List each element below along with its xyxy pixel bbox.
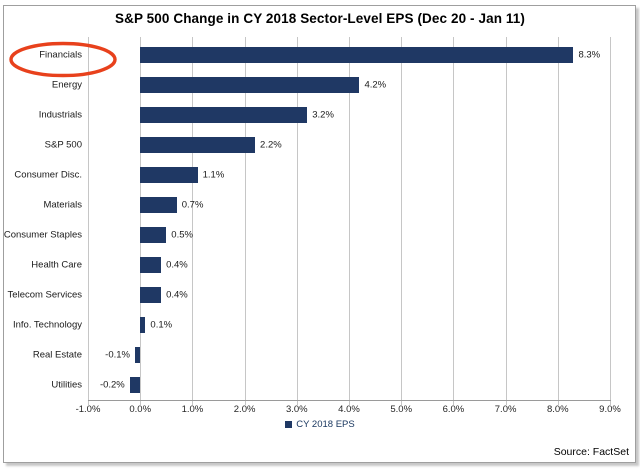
bar-real-estate <box>134 347 141 363</box>
chart-legend: CY 2018 EPS <box>0 419 640 430</box>
x-tick-label: 6.0% <box>442 404 465 415</box>
x-tick-label: 8.0% <box>546 404 569 415</box>
gridline <box>453 37 455 405</box>
gridline <box>296 37 298 405</box>
gridline <box>505 37 507 405</box>
bar-consumer-staples <box>140 227 167 243</box>
x-axis-ticks: -1.0% 0.0% 1.0% 2.0% 3.0% 4.0% 5.0% 6.0% 7.0% 8.0… <box>76 404 621 418</box>
category-label-real-estate: Real Estate <box>32 349 82 361</box>
x-tick-label: 4.0% <box>338 404 360 415</box>
chart-title: S&P 500 Change in CY 2018 Sector-Level E… <box>115 11 525 26</box>
x-tick-label: 2.0% <box>233 404 256 415</box>
x-tick-label: 0.0% <box>129 404 152 415</box>
category-label-materials: Materials <box>43 199 82 211</box>
value-label-utilities: -0.2% <box>99 379 125 391</box>
x-axis-line <box>88 400 611 401</box>
gridline <box>244 37 246 405</box>
x-tick-label: -1.0% <box>75 404 101 415</box>
x-tick-label: 5.0% <box>390 404 413 415</box>
bar-consumer-disc <box>140 167 198 183</box>
gridline <box>610 37 611 405</box>
bar-financials <box>140 46 574 63</box>
bar-utilities <box>129 377 141 393</box>
value-label-s-p-500: 2.2% <box>260 139 282 151</box>
category-label-consumer-disc: Consumer Disc. <box>14 169 82 181</box>
bar-s-p-500 <box>140 137 256 153</box>
x-tick-label: 1.0% <box>181 404 204 415</box>
category-label-info-technology: Info. Technology <box>12 319 82 331</box>
gridline <box>349 37 350 405</box>
bar-industrials <box>140 107 308 123</box>
x-tick-label: 3.0% <box>285 404 308 415</box>
value-label-consumer-staples: 0.5% <box>171 229 193 241</box>
category-label-financials: Financials <box>39 49 82 61</box>
gridline <box>401 37 403 405</box>
value-label-financials: 8.3% <box>578 49 601 61</box>
gridline <box>140 37 142 405</box>
bar-telecom-services <box>140 287 162 303</box>
legend-label: CY 2018 EPS <box>296 419 355 430</box>
category-label-health-care: Health Care <box>31 259 82 271</box>
bar-health-care <box>140 257 162 273</box>
category-label-utilities: Utilities <box>51 379 82 391</box>
category-label-industrials: Industrials <box>38 109 82 121</box>
value-label-real-estate: -0.1% <box>105 349 130 361</box>
plot-area: 8.3% 4.2% 3.2% 2.2% 1.1% 0.7% 0.5% 0.4% 0.4% 0.1%… <box>88 37 611 405</box>
category-label-telecom-services: Telecom Services <box>7 289 82 301</box>
value-label-materials: 0.7% <box>181 199 204 211</box>
category-axis: Financials Energy Industrials S&P 500 Consum… <box>3 40 82 400</box>
value-label-telecom-services: 0.4% <box>166 289 188 301</box>
value-label-consumer-disc: 1.1% <box>202 169 225 181</box>
value-label-health-care: 0.4% <box>166 259 188 271</box>
category-label-energy: Energy <box>51 79 82 91</box>
gridline <box>557 37 559 405</box>
category-label-s-p-500: S&P 500 <box>44 139 82 151</box>
legend-swatch-icon <box>285 421 293 428</box>
source-credit: Source: FactSet <box>553 446 629 458</box>
gridline <box>88 37 89 405</box>
value-label-industrials: 3.2% <box>312 109 334 121</box>
value-label-energy: 4.2% <box>364 79 387 91</box>
bar-info-technology <box>140 317 146 333</box>
category-label-consumer-staples: Consumer Staples <box>3 229 82 241</box>
bar-materials <box>140 197 177 213</box>
value-label-info-technology: 0.1% <box>150 319 173 331</box>
x-tick-label: 7.0% <box>494 404 517 415</box>
bar-energy <box>140 77 360 93</box>
x-tick-label: 9.0% <box>599 404 621 415</box>
gridline <box>192 37 194 405</box>
